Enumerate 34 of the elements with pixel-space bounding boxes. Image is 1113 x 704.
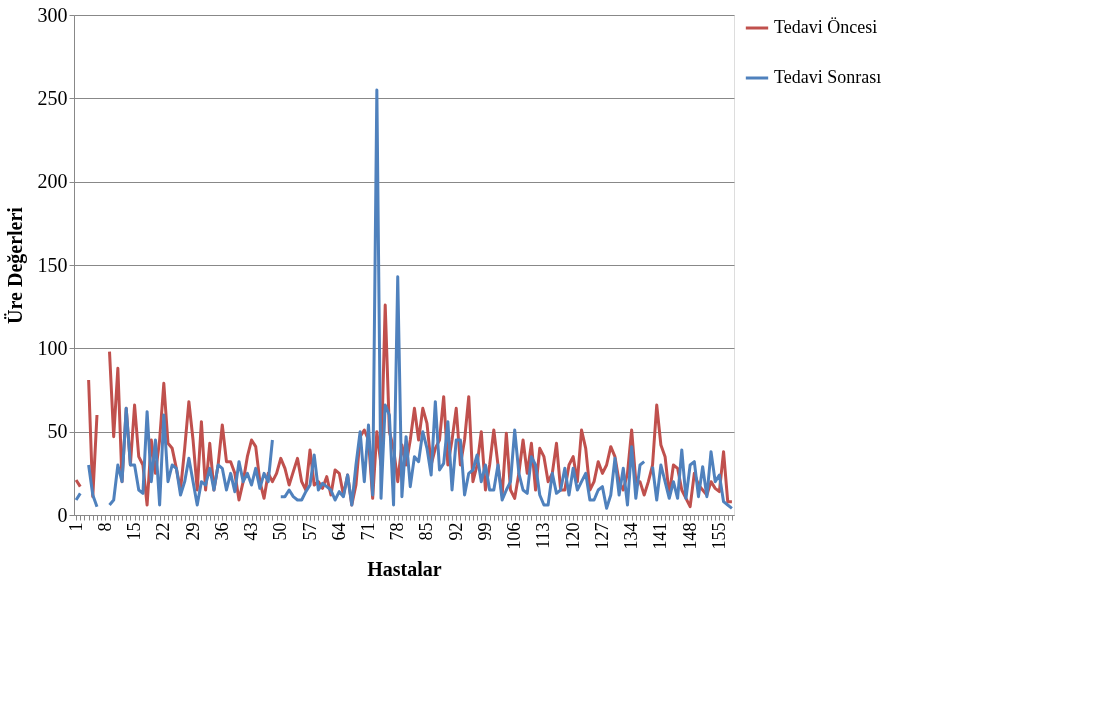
y-tick-label: 200 <box>37 170 68 193</box>
y-tick-label: 150 <box>37 253 68 276</box>
x-tick-label: 43 <box>241 522 262 541</box>
x-tick-label: 8 <box>94 522 115 532</box>
x-tick-label: 92 <box>445 522 466 541</box>
y-tick-label: 50 <box>47 420 68 443</box>
x-tick-label: 85 <box>416 522 437 541</box>
x-tick-label: 57 <box>299 522 320 541</box>
x-tick-label: 134 <box>621 522 642 550</box>
x-tick-label: 155 <box>708 522 729 550</box>
x-axis-title: Hastalar <box>367 557 442 580</box>
legend-label: Tedavi Sonrası <box>774 67 882 87</box>
y-tick-label: 0 <box>57 503 68 526</box>
y-tick-label: 250 <box>37 86 68 109</box>
x-tick-label: 78 <box>387 522 408 541</box>
x-tick-label: 15 <box>124 522 145 541</box>
x-tick-label: 1 <box>65 522 86 532</box>
x-tick-label: 127 <box>591 522 612 550</box>
x-tick-label: 106 <box>504 522 525 550</box>
x-tick-label: 113 <box>533 522 554 549</box>
x-tick-label: 64 <box>328 522 349 541</box>
x-tick-label: 29 <box>182 522 203 541</box>
x-tick-label: 36 <box>211 522 232 541</box>
x-tick-label: 99 <box>474 522 495 541</box>
y-axis-title: Üre Değerleri <box>3 206 27 324</box>
x-tick-label: 71 <box>357 522 378 541</box>
x-tick-label: 120 <box>562 522 583 550</box>
x-tick-label: 50 <box>270 522 291 541</box>
x-tick-label: 148 <box>679 522 700 550</box>
x-tick-label: 141 <box>650 522 671 550</box>
y-tick-label: 100 <box>37 336 68 359</box>
x-tick-label: 22 <box>153 522 174 541</box>
y-tick-label: 300 <box>37 3 68 26</box>
legend-label: Tedavi Öncesi <box>774 17 878 37</box>
